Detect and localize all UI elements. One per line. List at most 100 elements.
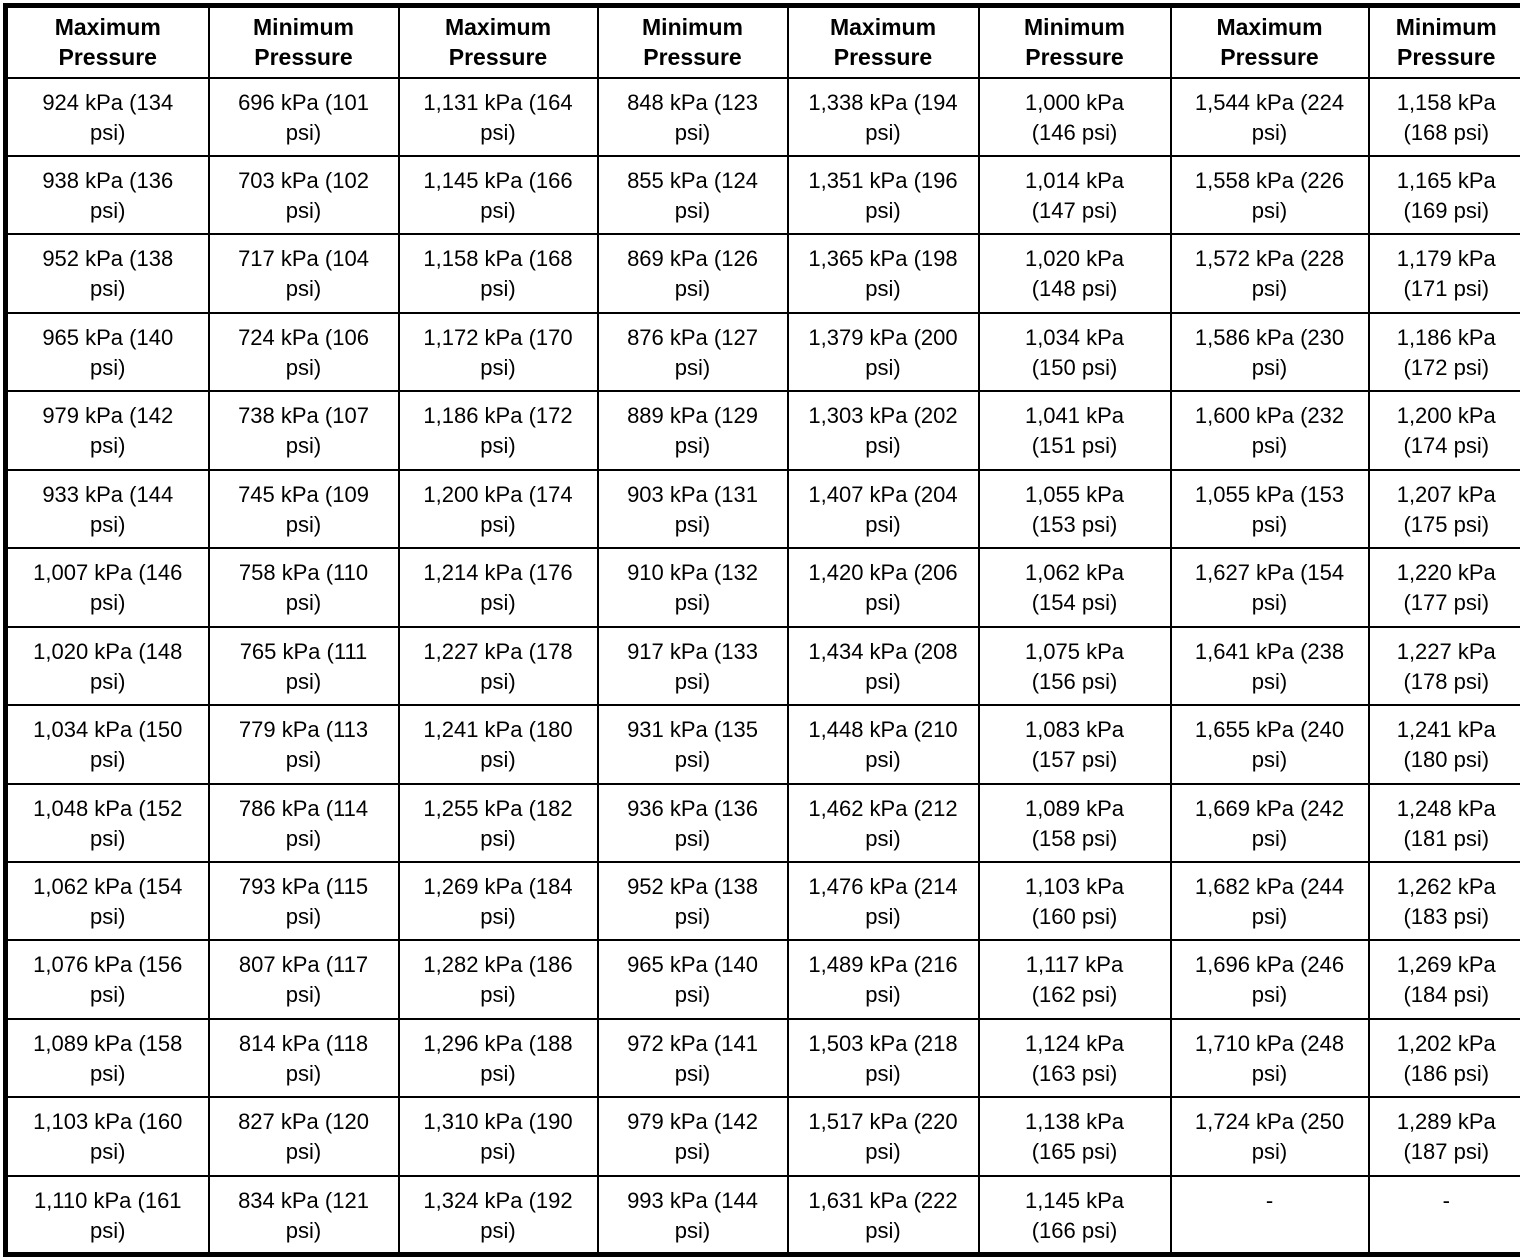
table-cell: 786 kPa (114 psi)	[207, 782, 400, 864]
table-cell: 1,200 kPa (174 psi)	[1367, 390, 1520, 471]
table-cell: 1,248 kPa (181 psi)	[1367, 782, 1520, 864]
table-cell: 1,310 kPa (190 psi)	[397, 1096, 599, 1177]
table-cell: 1,158 kPa (168 psi)	[1367, 76, 1520, 157]
table-cell: 936 kPa (136 psi)	[596, 782, 789, 864]
table-cell: 1,544 kPa (224 psi)	[1169, 76, 1370, 157]
table-cell: 1,075 kPa (156 psi)	[977, 625, 1172, 707]
table-cell: 1,227 kPa (178 psi)	[397, 625, 599, 707]
table-row: 965 kPa (140 psi) 724 kPa (106 psi) 1,172 …	[4, 311, 1520, 393]
table-cell: 1,476 kPa (214 psi)	[786, 861, 980, 942]
table-cell: 1,220 kPa (177 psi)	[1367, 547, 1520, 628]
header-cell: Maximum Pressure	[1169, 4, 1370, 79]
table-cell: 1,145 kPa (166 psi)	[397, 154, 599, 236]
table-cell: 1,572 kPa (228 psi)	[1169, 233, 1370, 314]
table-cell: 1,586 kPa (230 psi)	[1169, 311, 1370, 393]
table-row: 1,089 kPa (158 psi) 814 kPa (118 psi) 1,29…	[4, 1017, 1520, 1099]
table-cell: 1,103 kPa (160 psi)	[977, 861, 1172, 942]
table-row: 1,007 kPa (146 psi) 758 kPa (110 psi) 1,21…	[4, 547, 1520, 628]
table-cell: 1,117 kPa (162 psi)	[977, 939, 1172, 1020]
table-cell: 1,020 kPa (148 psi)	[977, 233, 1172, 314]
table-cell: 1,131 kPa (164 psi)	[397, 76, 599, 157]
table-cell: 1,641 kPa (238 psi)	[1169, 625, 1370, 707]
table-cell: 1,076 kPa (156 psi)	[4, 939, 210, 1020]
table-cell: 1,041 kPa (151 psi)	[977, 390, 1172, 471]
table-row: 1,062 kPa (154 psi) 793 kPa (115 psi) 1,26…	[4, 861, 1520, 942]
table-cell: 1,462 kPa (212 psi)	[786, 782, 980, 864]
table-cell: 952 kPa (138 psi)	[4, 233, 210, 314]
table-cell: 1,014 kPa (147 psi)	[977, 154, 1172, 236]
table-row: 979 kPa (142 psi) 738 kPa (107 psi) 1,186 …	[4, 390, 1520, 471]
table-cell: 979 kPa (142 psi)	[4, 390, 210, 471]
table-cell: 793 kPa (115 psi)	[207, 861, 400, 942]
table-cell: 1,020 kPa (148 psi)	[4, 625, 210, 707]
table-cell: 1,083 kPa (157 psi)	[977, 704, 1172, 785]
table-cell: 910 kPa (132 psi)	[596, 547, 789, 628]
table-cell: 1,558 kPa (226 psi)	[1169, 154, 1370, 236]
table-cell: 1,517 kPa (220 psi)	[786, 1096, 980, 1177]
table-cell: 1,062 kPa (154 psi)	[4, 861, 210, 942]
table-cell: 848 kPa (123 psi)	[596, 76, 789, 157]
table-cell: 827 kPa (120 psi)	[207, 1096, 400, 1177]
table-cell: 972 kPa (141 psi)	[596, 1017, 789, 1099]
header-cell: Minimum Pressure	[1367, 4, 1520, 79]
table-cell: 1,255 kPa (182 psi)	[397, 782, 599, 864]
table-cell: 1,627 kPa (154 psi)	[1169, 547, 1370, 628]
table-cell: 1,241 kPa (180 psi)	[1367, 704, 1520, 785]
table-cell: 1,269 kPa (184 psi)	[1367, 939, 1520, 1020]
table-cell: 738 kPa (107 psi)	[207, 390, 400, 471]
table-cell: 1,034 kPa (150 psi)	[4, 704, 210, 785]
table-cell: 965 kPa (140 psi)	[596, 939, 789, 1020]
table-cell: 1,503 kPa (218 psi)	[786, 1017, 980, 1099]
table-cell: 1,202 kPa (186 psi)	[1367, 1017, 1520, 1099]
table-row: 924 kPa (134 psi) 696 kPa (101 psi) 1,131 …	[4, 76, 1520, 157]
table-cell: 1,138 kPa (165 psi)	[977, 1096, 1172, 1177]
table-cell: 779 kPa (113 psi)	[207, 704, 400, 785]
table-cell: 1,186 kPa (172 psi)	[1367, 311, 1520, 393]
table-cell: 1,089 kPa (158 psi)	[977, 782, 1172, 864]
table-cell: 1,145 kPa (166 psi)	[977, 1174, 1172, 1256]
table-cell: -	[1367, 1174, 1520, 1256]
table-row: 1,020 kPa (148 psi) 765 kPa (111 psi) 1,22…	[4, 625, 1520, 707]
table-row: 938 kPa (136 psi) 703 kPa (102 psi) 1,145 …	[4, 154, 1520, 236]
table-cell: 1,227 kPa (178 psi)	[1367, 625, 1520, 707]
table-cell: 1,207 kPa (175 psi)	[1367, 468, 1520, 550]
table-cell: 1,048 kPa (152 psi)	[4, 782, 210, 864]
table-cell: 1,282 kPa (186 psi)	[397, 939, 599, 1020]
table-row: 1,103 kPa (160 psi) 827 kPa (120 psi) 1,31…	[4, 1096, 1520, 1177]
table-row: 1,110 kPa (161 psi) 834 kPa (121 psi) 1,32…	[4, 1174, 1520, 1256]
header-cell: Maximum Pressure	[786, 4, 980, 79]
table-cell: 1,365 kPa (198 psi)	[786, 233, 980, 314]
header-cell: Minimum Pressure	[207, 4, 400, 79]
table-cell: 1,055 kPa (153 psi)	[1169, 468, 1370, 550]
table-cell: 696 kPa (101 psi)	[207, 76, 400, 157]
header-row: Maximum Pressure Minimum Pressure Maximum …	[4, 4, 1520, 79]
table-cell: -	[1169, 1174, 1370, 1256]
pressure-table: Maximum Pressure Minimum Pressure Maximum …	[3, 3, 1520, 1257]
table-cell: 1,262 kPa (183 psi)	[1367, 861, 1520, 942]
table-cell: 1,269 kPa (184 psi)	[397, 861, 599, 942]
table-row: 1,076 kPa (156 psi) 807 kPa (117 psi) 1,28…	[4, 939, 1520, 1020]
table-cell: 1,034 kPa (150 psi)	[977, 311, 1172, 393]
header-cell: Minimum Pressure	[596, 4, 789, 79]
table-cell: 1,600 kPa (232 psi)	[1169, 390, 1370, 471]
table-cell: 965 kPa (140 psi)	[4, 311, 210, 393]
table-cell: 924 kPa (134 psi)	[4, 76, 210, 157]
table-cell: 1,062 kPa (154 psi)	[977, 547, 1172, 628]
table-cell: 807 kPa (117 psi)	[207, 939, 400, 1020]
table-cell: 993 kPa (144 psi)	[596, 1174, 789, 1256]
table-cell: 1,007 kPa (146 psi)	[4, 547, 210, 628]
table-row: 952 kPa (138 psi) 717 kPa (104 psi) 1,158 …	[4, 233, 1520, 314]
table-cell: 979 kPa (142 psi)	[596, 1096, 789, 1177]
table-cell: 1,724 kPa (250 psi)	[1169, 1096, 1370, 1177]
table-cell: 1,655 kPa (240 psi)	[1169, 704, 1370, 785]
table-cell: 1,172 kPa (170 psi)	[397, 311, 599, 393]
table-cell: 1,089 kPa (158 psi)	[4, 1017, 210, 1099]
table-cell: 1,158 kPa (168 psi)	[397, 233, 599, 314]
table-cell: 745 kPa (109 psi)	[207, 468, 400, 550]
table-cell: 1,103 kPa (160 psi)	[4, 1096, 210, 1177]
table-cell: 1,448 kPa (210 psi)	[786, 704, 980, 785]
table-cell: 724 kPa (106 psi)	[207, 311, 400, 393]
table-row: 1,034 kPa (150 psi) 779 kPa (113 psi) 1,24…	[4, 704, 1520, 785]
table-cell: 1,186 kPa (172 psi)	[397, 390, 599, 471]
